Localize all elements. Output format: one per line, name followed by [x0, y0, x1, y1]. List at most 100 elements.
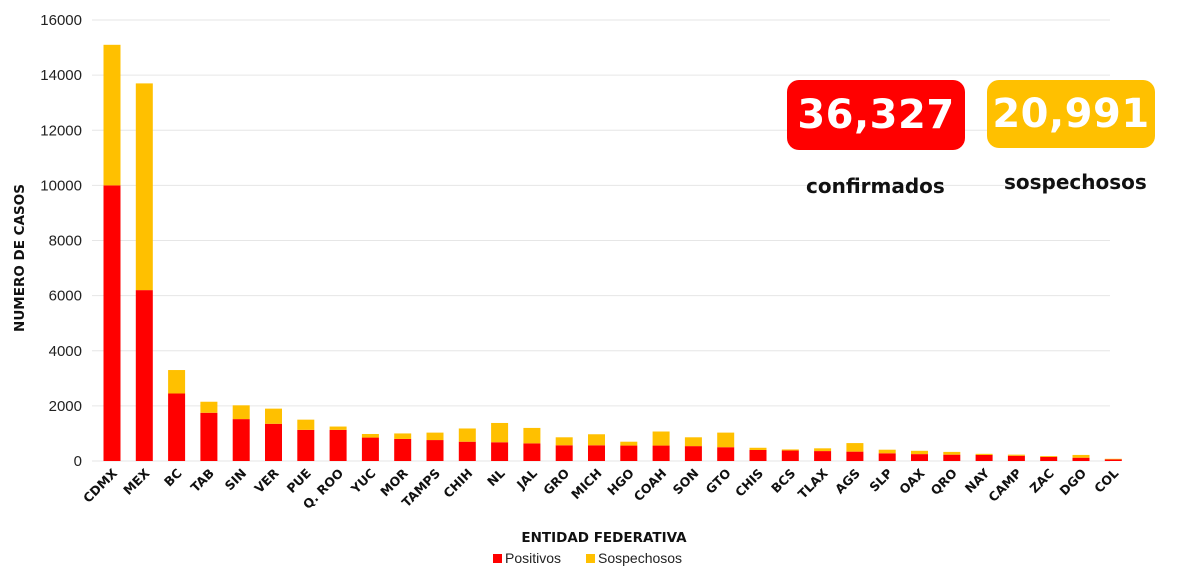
bar-positivos [749, 449, 767, 461]
confirmed-count-badge: 36,327 [787, 80, 965, 150]
bar-sospechosos [361, 433, 379, 438]
bar-positivos [911, 454, 928, 461]
x-tick-label: CDMX [80, 465, 120, 505]
x-tick-label: JAL [513, 465, 540, 492]
bar-positivos [458, 441, 476, 461]
bar-positivos [265, 423, 282, 461]
bar-positivos [1104, 459, 1122, 461]
bar-sospechosos [200, 401, 218, 413]
legend-label-sospechosos: Sospechosos [598, 550, 682, 566]
bar-sospechosos [943, 451, 961, 455]
bar-positivos [491, 442, 509, 461]
x-tick-label: TLAX [795, 465, 831, 501]
bar-sospechosos [329, 426, 347, 430]
bar-positivos [588, 445, 605, 461]
bar-positivos [620, 445, 638, 461]
y-tick-label: 14000 [40, 67, 82, 84]
bar-sospechosos [523, 427, 541, 444]
x-tick-label: VER [251, 465, 282, 496]
bar-positivos [814, 451, 832, 461]
y-tick-label: 6000 [49, 288, 82, 305]
bar-sospechosos [555, 437, 573, 446]
x-tick-label: COAH [631, 466, 670, 505]
x-tick-label: GTO [703, 466, 734, 497]
bar-positivos [717, 447, 735, 461]
x-tick-label: SLP [866, 466, 895, 495]
bar-sospechosos [1104, 458, 1122, 460]
bar-sospechosos [717, 432, 735, 448]
x-tick-label: YUC [347, 466, 378, 497]
bar-sospechosos [297, 419, 315, 430]
bar-sospechosos [652, 431, 670, 446]
bar-sospechosos [394, 433, 412, 439]
bar-positivos [1072, 457, 1090, 461]
x-tick-label: SON [670, 466, 702, 498]
bar-positivos [878, 453, 896, 461]
bar-sospechosos [846, 443, 864, 452]
bar-positivos [135, 290, 153, 461]
bar-positivos [297, 429, 315, 461]
x-tick-label: OAX [896, 465, 928, 497]
x-tick-label: ZAC [1026, 466, 1056, 496]
y-tick-label: 4000 [49, 343, 82, 360]
bar-sospechosos [168, 370, 186, 394]
bar-sospechosos [232, 405, 250, 420]
bar-positivos [426, 440, 444, 461]
bar-positivos [523, 443, 541, 461]
y-tick-label: 12000 [40, 122, 82, 139]
x-tick-label: NL [484, 465, 508, 489]
y-tick-label: 8000 [49, 233, 82, 250]
bar-sospechosos [749, 447, 767, 450]
bar-sospechosos [458, 428, 476, 442]
x-tick-label: CAMP [985, 466, 1024, 505]
bar-sospechosos [1072, 454, 1090, 458]
x-tick-label: QRO [927, 466, 959, 498]
bar-positivos [1040, 456, 1058, 461]
y-tick-label: 10000 [40, 177, 82, 194]
bar-sospechosos [1040, 456, 1058, 457]
bar-positivos [168, 393, 186, 461]
bar-sospechosos [491, 422, 509, 443]
suspected-count: 20,991 [992, 91, 1150, 137]
bar-sospechosos [814, 448, 832, 452]
bar-positivos [684, 446, 702, 461]
bar-positivos [232, 419, 250, 461]
legend-label-positivos: Positivos [505, 550, 561, 566]
bar-sospechosos [265, 408, 282, 424]
x-tick-label: MICH [568, 466, 605, 503]
y-tick-label: 16000 [40, 12, 82, 29]
x-axis-title: ENTIDAD FEDERATIVA [521, 530, 687, 546]
bar-positivos [103, 185, 121, 461]
y-tick-label: 2000 [49, 398, 82, 415]
bar-positivos [652, 445, 670, 461]
x-tick-label: GRO [540, 466, 572, 498]
bar-positivos [361, 437, 379, 461]
x-tick-label: MEX [120, 465, 153, 498]
bar-sospechosos [135, 83, 153, 291]
bar-positivos [943, 454, 961, 461]
bar-sospechosos [911, 450, 928, 455]
x-tick-label: TAB [187, 466, 217, 496]
bar-positivos [329, 429, 347, 461]
bar-sospechosos [426, 432, 444, 441]
bar-sospechosos [975, 453, 993, 455]
bar-positivos [846, 451, 864, 461]
confirmed-label: confirmados [806, 174, 945, 198]
bar-positivos [200, 412, 218, 461]
bar-sospechosos [103, 44, 121, 186]
bar-positivos [555, 445, 573, 461]
bar-positivos [394, 438, 412, 461]
y-axis-title: NUMERO DE CASOS [12, 184, 28, 332]
x-tick-label: SIN [222, 466, 250, 494]
legend-swatch-sospechosos [586, 554, 595, 563]
x-tick-label: CHIH [440, 466, 475, 501]
x-tick-label: CHIS [732, 466, 766, 500]
bar-positivos [975, 454, 993, 461]
bar-sospechosos [684, 437, 702, 447]
bar-sospechosos [1007, 454, 1025, 456]
x-tick-label: DGO [1056, 466, 1089, 499]
bar-sospechosos [781, 449, 799, 451]
x-tick-label: BC [161, 466, 185, 490]
x-tick-label: COL [1091, 465, 1121, 495]
